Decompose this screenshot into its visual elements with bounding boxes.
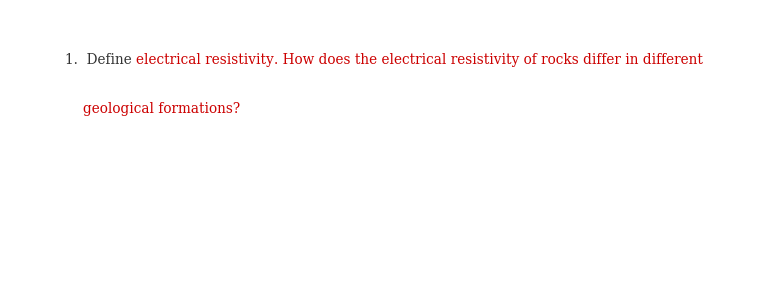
Text: electrical resistivity: electrical resistivity (136, 53, 275, 67)
Text: . How does the electrical resistivity of rocks differ in different: . How does the electrical resistivity of… (275, 53, 703, 67)
Text: geological formations?: geological formations? (83, 102, 240, 116)
Text: 1.  Define: 1. Define (65, 53, 136, 67)
